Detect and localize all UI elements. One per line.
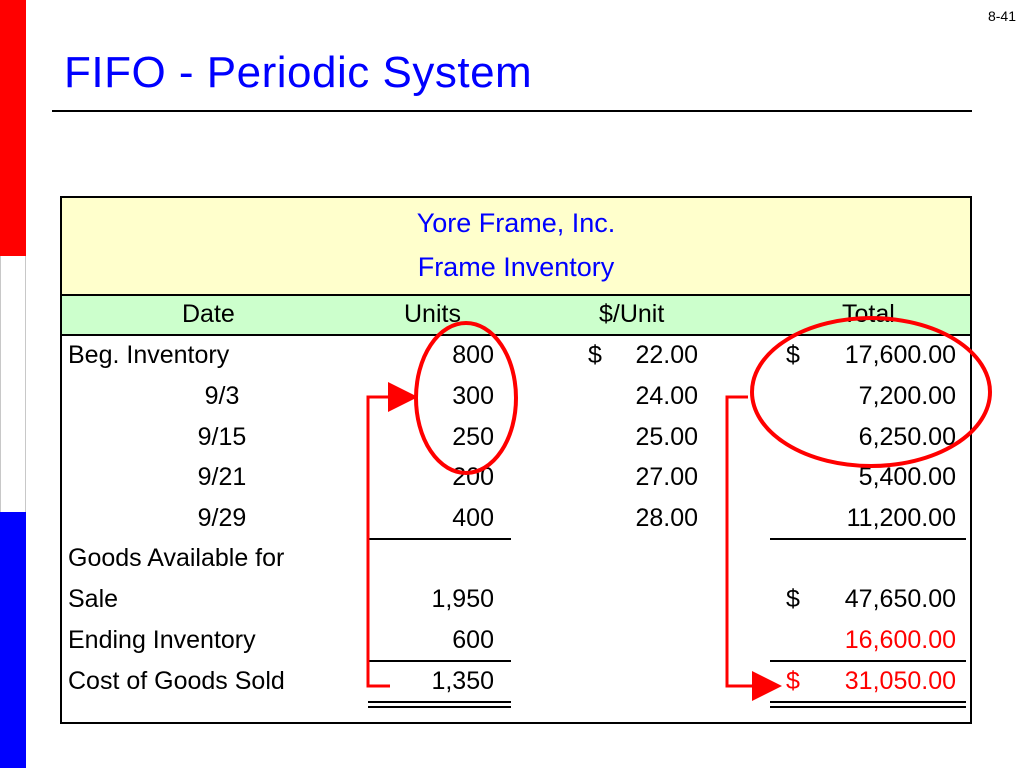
row-total: 6,250.00 (858, 423, 956, 451)
total-dollar-sign: $ (786, 341, 800, 369)
row-unit-cost: 22.00 (635, 341, 698, 369)
row-label-date: 9/21 (197, 463, 247, 491)
row-total: 17,600.00 (844, 341, 956, 369)
total-dollar-sign: $ (786, 585, 800, 613)
column-header-total: Total (842, 300, 895, 328)
unit-cost-dollar-sign: $ (588, 341, 602, 369)
inventory-table: Yore Frame, Inc. Frame Inventory Date Un… (60, 196, 972, 724)
row-total: 5,400.00 (858, 463, 956, 491)
units-subtotal-underline (368, 538, 511, 540)
total-double-underline-top (770, 701, 966, 703)
row-total: 7,200.00 (858, 382, 956, 410)
goods-available-label-line2: Sale (68, 585, 119, 613)
left-strip-blue (0, 512, 26, 768)
units-double-underline-bottom (368, 706, 511, 708)
ending-inventory-label: Ending Inventory (68, 626, 256, 654)
goods-available-units: 1,950 (431, 585, 494, 613)
cogs-total: 31,050.00 (844, 667, 956, 695)
units-double-underline-top (368, 701, 511, 703)
ending-inventory-units: 600 (452, 626, 494, 654)
row-label-date: 9/15 (197, 423, 247, 451)
cogs-label: Cost of Goods Sold (68, 667, 285, 695)
row-unit-cost: 24.00 (635, 382, 698, 410)
cogs-dollar-sign: $ (786, 667, 800, 695)
ending-inventory-total: 16,600.00 (844, 626, 956, 654)
row-unit-cost: 25.00 (635, 423, 698, 451)
goods-available-label-line1: Goods Available for (68, 544, 285, 572)
row-label-date: 9/3 (204, 382, 240, 410)
slide-title: FIFO - Periodic System (64, 48, 533, 97)
column-header-date: Date (182, 300, 235, 328)
total-subtotal-underline (770, 538, 966, 540)
left-strip-red (0, 0, 26, 256)
goods-available-total: 47,650.00 (844, 585, 956, 613)
page-number: 8-41 (987, 8, 1016, 24)
total-cogs-underline (770, 660, 966, 662)
table-subtitle: Frame Inventory (417, 252, 615, 282)
row-label-date: 9/29 (197, 504, 247, 532)
row-unit-cost: 27.00 (635, 463, 698, 491)
row-label-beg-inventory: Beg. Inventory (68, 341, 230, 369)
total-double-underline-bottom (770, 706, 966, 708)
column-header-unit-cost: $/Unit (599, 300, 665, 328)
left-strip-white (0, 256, 26, 512)
row-units: 400 (452, 504, 494, 532)
cogs-units: 1,350 (431, 667, 494, 695)
column-header-units: Units (404, 300, 461, 328)
table-title-header: Yore Frame, Inc. Frame Inventory (62, 198, 970, 296)
row-units: 200 (452, 463, 494, 491)
title-divider (52, 110, 972, 112)
row-total: 11,200.00 (846, 504, 956, 532)
column-header-row: Date Units $/Unit Total (62, 296, 970, 336)
company-name: Yore Frame, Inc. (416, 208, 616, 238)
row-units: 250 (452, 423, 494, 451)
row-units: 800 (452, 341, 494, 369)
row-unit-cost: 28.00 (635, 504, 698, 532)
units-cogs-underline (368, 660, 511, 662)
row-units: 300 (452, 382, 494, 410)
